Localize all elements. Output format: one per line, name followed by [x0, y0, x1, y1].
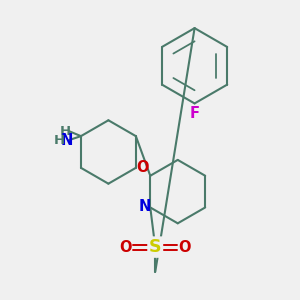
Text: H: H: [54, 134, 65, 147]
Text: O: O: [179, 240, 191, 255]
Text: O: O: [136, 160, 149, 175]
Text: S: S: [149, 238, 161, 256]
Text: H: H: [59, 125, 70, 138]
Text: N: N: [138, 199, 151, 214]
Text: N: N: [61, 133, 73, 148]
Text: O: O: [119, 240, 132, 255]
Text: F: F: [190, 106, 200, 121]
